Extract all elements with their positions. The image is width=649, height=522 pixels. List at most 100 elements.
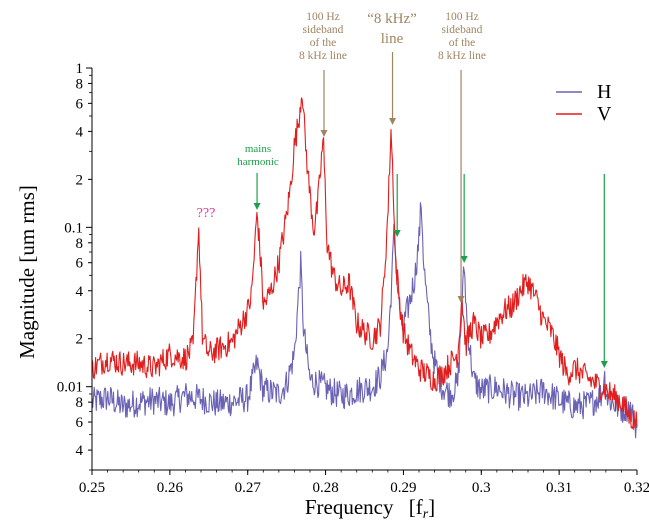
y-tick-label: 8 — [76, 395, 84, 411]
data-point-v — [317, 204, 318, 205]
y-tick-label: 4 — [76, 443, 84, 459]
annotation-8khz-line-text: “8 kHz” — [367, 11, 417, 27]
data-point-v — [559, 354, 560, 355]
y-tick-label: 1 — [76, 61, 84, 77]
data-point-v — [411, 354, 412, 355]
data-point-h — [387, 349, 388, 350]
data-point-v — [512, 306, 513, 307]
annotation-mains-text: harmonic — [237, 156, 279, 168]
data-point-v — [232, 342, 233, 343]
axes: 0.25 0.26 0.27 0.28 0.29 0.3 0.31 0.32186420.18… — [57, 61, 649, 496]
data-point-v — [383, 282, 384, 283]
data-point-h — [372, 386, 373, 387]
data-point-h — [138, 402, 139, 403]
data-point-h — [300, 264, 301, 265]
data-point-v — [286, 214, 287, 215]
data-point-h — [457, 383, 458, 384]
data-point-h — [333, 392, 334, 393]
data-point-v — [390, 127, 391, 128]
data-point-h — [629, 406, 630, 407]
data-point-v — [138, 363, 139, 364]
data-point-v — [154, 368, 155, 369]
data-point-v — [123, 363, 124, 364]
annotation-sideband-left-text: of the — [310, 37, 337, 49]
data-point-v — [450, 363, 451, 364]
annotation-unknown-text: ??? — [197, 206, 216, 221]
data-point-v — [399, 299, 400, 300]
data-point-h — [294, 354, 295, 355]
x-tick-label: 0.25 — [79, 480, 105, 496]
data-point-v — [327, 242, 328, 243]
data-point-h — [380, 376, 381, 377]
data-point-h — [356, 390, 357, 391]
data-point-v — [271, 290, 272, 291]
annotation-mains-text: mains — [245, 143, 271, 155]
data-point-v — [426, 374, 427, 375]
data-point-h — [426, 299, 427, 300]
data-point-v — [323, 136, 324, 137]
y-tick-label: 0.01 — [57, 380, 83, 396]
data-point-v — [348, 282, 349, 283]
x-axis-label: Frequency [fr] — [305, 495, 435, 522]
data-point-v — [313, 230, 314, 231]
data-point-v — [302, 86, 303, 87]
y-tick-label: 4 — [76, 124, 84, 140]
data-point-h — [263, 390, 264, 391]
data-point-v — [380, 326, 381, 327]
data-point-h — [303, 332, 304, 333]
data-point-h — [216, 403, 217, 404]
data-point-h — [442, 386, 443, 387]
data-point-h — [527, 397, 528, 398]
data-point-h — [107, 397, 108, 398]
data-point-v — [185, 358, 186, 359]
data-point-v — [527, 281, 528, 282]
annotation-8khz-line-text: line — [381, 31, 404, 47]
data-point-h — [364, 388, 365, 389]
data-point-h — [481, 390, 482, 391]
data-point-h — [512, 395, 513, 396]
data-point-v — [251, 294, 252, 295]
data-point-v — [193, 345, 194, 346]
data-point-h — [247, 397, 248, 398]
data-point-v — [198, 225, 199, 226]
data-point-v — [465, 345, 466, 346]
data-point-v — [535, 297, 536, 298]
data-point-v — [496, 320, 497, 321]
x-tick-label: 0.29 — [390, 480, 416, 496]
annotation-8khz-line-arrow-head — [389, 118, 397, 125]
data-point-h — [574, 406, 575, 407]
data-point-h — [604, 374, 605, 375]
legend: H V — [556, 81, 612, 125]
annotation-sideband-left-text: 8 kHz line — [299, 50, 347, 62]
x-tick-label: 0.3 — [472, 480, 491, 496]
annotation-sideband-right-arrow-head — [457, 296, 465, 303]
data-point-v — [457, 354, 458, 355]
data-point-v — [202, 338, 203, 339]
data-point-h — [325, 388, 326, 389]
data-point-v — [257, 211, 258, 212]
data-point-h — [464, 264, 465, 265]
annotation-mains-arrow-head — [253, 203, 261, 210]
data-point-v — [504, 310, 505, 311]
data-point-v — [356, 323, 357, 324]
data-point-v — [224, 345, 225, 346]
data-point-v — [278, 262, 279, 263]
data-point-v — [247, 310, 248, 311]
data-point-h — [169, 403, 170, 404]
y-tick-label: 2 — [76, 172, 84, 188]
x-tick-label: 0.28 — [312, 480, 338, 496]
data-point-h — [286, 383, 287, 384]
data-point-v — [290, 186, 291, 187]
data-point-v — [395, 262, 396, 263]
x-tick-label: 0.27 — [235, 480, 262, 496]
series-line-v — [91, 97, 638, 429]
data-point-v — [308, 179, 309, 180]
y-tick-label: 6 — [76, 256, 84, 272]
data-point-v — [372, 338, 373, 339]
data-point-h — [430, 338, 431, 339]
x-axis-unit-open: [f — [409, 495, 423, 519]
data-point-h — [200, 398, 201, 399]
annotation-sideband-right-text: sideband — [442, 24, 483, 36]
legend-label-v: V — [597, 103, 612, 125]
